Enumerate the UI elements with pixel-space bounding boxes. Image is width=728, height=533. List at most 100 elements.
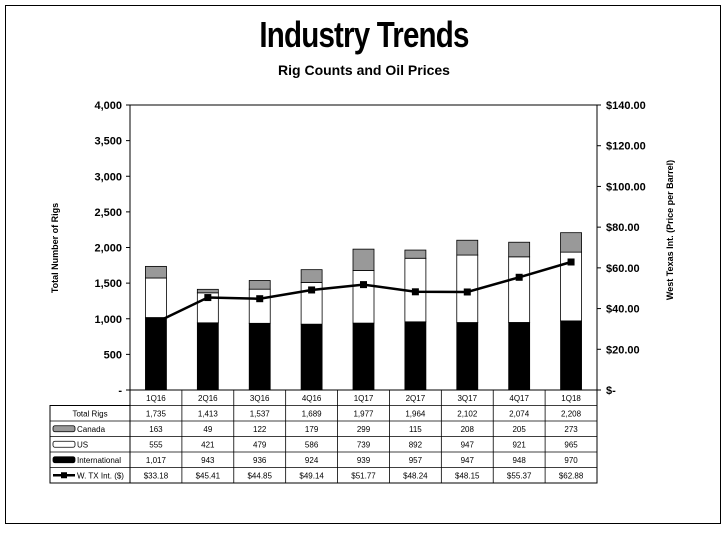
legend-label: US bbox=[77, 441, 88, 450]
table-cell: $55.37 bbox=[507, 472, 532, 481]
table-cell: 205 bbox=[512, 425, 526, 434]
table-cell: 115 bbox=[409, 425, 422, 434]
table-cell: 2,102 bbox=[457, 410, 478, 419]
table-cell: 965 bbox=[564, 441, 578, 450]
wti-price-point bbox=[152, 318, 160, 326]
wti-price-point bbox=[515, 273, 523, 281]
y-tick-label: 4,000 bbox=[94, 100, 122, 112]
legend-key-marker bbox=[61, 472, 67, 479]
table-cell: 1,017 bbox=[146, 456, 167, 465]
bar-canada bbox=[352, 248, 375, 271]
table-cell: 970 bbox=[564, 456, 578, 465]
table-cell: 924 bbox=[305, 456, 319, 465]
table-cell: 939 bbox=[357, 456, 371, 465]
bar-international bbox=[248, 322, 271, 391]
table-cell: 892 bbox=[409, 441, 423, 450]
table-cell: 1,537 bbox=[250, 410, 271, 419]
table-cell: $45.41 bbox=[196, 472, 221, 481]
y2-tick-label: $100.00 bbox=[606, 181, 646, 193]
table-cell: $44.85 bbox=[247, 472, 272, 481]
bar-canada bbox=[145, 265, 167, 279]
table-cell: 947 bbox=[461, 441, 475, 450]
table-cell: 943 bbox=[201, 456, 215, 465]
table-cell: 2,074 bbox=[509, 410, 530, 419]
legend-label: W. TX Int. ($) bbox=[77, 472, 124, 481]
table-cell: 555 bbox=[149, 441, 163, 450]
table-row-label: Total Rigs bbox=[72, 410, 107, 419]
y2-tick-label: $80.00 bbox=[606, 222, 640, 234]
table-cell: 299 bbox=[357, 425, 371, 434]
bar-international bbox=[560, 320, 582, 391]
bar-canada bbox=[300, 269, 323, 283]
wti-price-point bbox=[360, 281, 367, 289]
bar-canada bbox=[196, 288, 219, 294]
bar-international bbox=[508, 322, 531, 391]
table-cell: 2,208 bbox=[561, 410, 582, 419]
legend-label: Canada bbox=[77, 425, 106, 434]
table-cell: $62.88 bbox=[559, 472, 584, 481]
legend-key bbox=[52, 440, 76, 448]
y2-tick-label: $60.00 bbox=[606, 263, 640, 275]
table-cell: 921 bbox=[512, 441, 526, 450]
bar-canada bbox=[404, 249, 427, 259]
bar-international bbox=[404, 321, 427, 391]
table-cell: 1,964 bbox=[405, 410, 426, 419]
bar-international bbox=[145, 317, 167, 391]
bar-canada bbox=[248, 280, 271, 290]
bar-international bbox=[352, 322, 375, 391]
bar-international bbox=[196, 322, 219, 391]
category-label: 2Q16 bbox=[198, 394, 218, 403]
table-cell: 1,413 bbox=[198, 410, 219, 419]
table-cell: $51.77 bbox=[351, 472, 376, 481]
table-cell: 49 bbox=[203, 425, 212, 434]
category-label: 3Q17 bbox=[457, 394, 477, 403]
table-cell: 739 bbox=[357, 441, 371, 450]
bar-us bbox=[248, 288, 271, 324]
wti-price-point bbox=[463, 288, 471, 296]
table-cell: 1,977 bbox=[353, 410, 374, 419]
table-cell: 273 bbox=[564, 425, 578, 434]
bar-us bbox=[352, 270, 375, 324]
table-cell: 1,735 bbox=[146, 410, 167, 419]
table-cell: 957 bbox=[409, 456, 423, 465]
category-label: 3Q16 bbox=[250, 394, 270, 403]
y2-tick-label: $40.00 bbox=[606, 304, 640, 316]
category-label: 2Q17 bbox=[406, 394, 426, 403]
table-cell: 479 bbox=[253, 441, 267, 450]
category-label: 1Q18 bbox=[561, 394, 581, 403]
y2-tick-label: $20.00 bbox=[606, 344, 640, 356]
legend-label: International bbox=[77, 456, 121, 465]
table-cell: 947 bbox=[461, 456, 475, 465]
chart-subtitle: Rig Counts and Oil Prices bbox=[278, 62, 450, 78]
y-tick-label: 1,500 bbox=[94, 278, 122, 290]
y-tick-label: 1,000 bbox=[94, 314, 122, 326]
table-cell: $33.18 bbox=[144, 472, 169, 481]
table-cell: $49.14 bbox=[299, 472, 324, 481]
table-cell: 208 bbox=[461, 425, 475, 434]
y2-tick-label: $- bbox=[606, 385, 616, 397]
y2-tick-label: $120.00 bbox=[606, 141, 646, 153]
y-tick-label: 2,500 bbox=[94, 207, 122, 219]
table-cell: 586 bbox=[305, 441, 319, 450]
bar-international bbox=[300, 323, 323, 391]
y2-axis-label: West Texas Int. (Price per Barrel) bbox=[665, 160, 675, 300]
table-cell: $48.15 bbox=[455, 472, 480, 481]
bar-us bbox=[508, 256, 531, 323]
legend-key bbox=[52, 425, 76, 433]
bar-international bbox=[456, 322, 479, 391]
category-label: 4Q16 bbox=[302, 394, 322, 403]
table-cell: $48.24 bbox=[403, 472, 428, 481]
legend-key bbox=[52, 456, 76, 464]
category-label: 1Q17 bbox=[354, 394, 374, 403]
wti-price-point bbox=[308, 286, 316, 294]
wti-price-point bbox=[411, 288, 419, 296]
table-cell: 122 bbox=[253, 425, 267, 434]
chart-title: Industry Trends bbox=[259, 14, 469, 55]
wti-price-point bbox=[204, 294, 212, 302]
y-tick-label: 3,000 bbox=[94, 171, 122, 183]
table-cell: 948 bbox=[512, 456, 526, 465]
bar-canada bbox=[456, 239, 479, 256]
table-cell: 1,689 bbox=[302, 410, 323, 419]
category-label: 4Q17 bbox=[509, 394, 529, 403]
